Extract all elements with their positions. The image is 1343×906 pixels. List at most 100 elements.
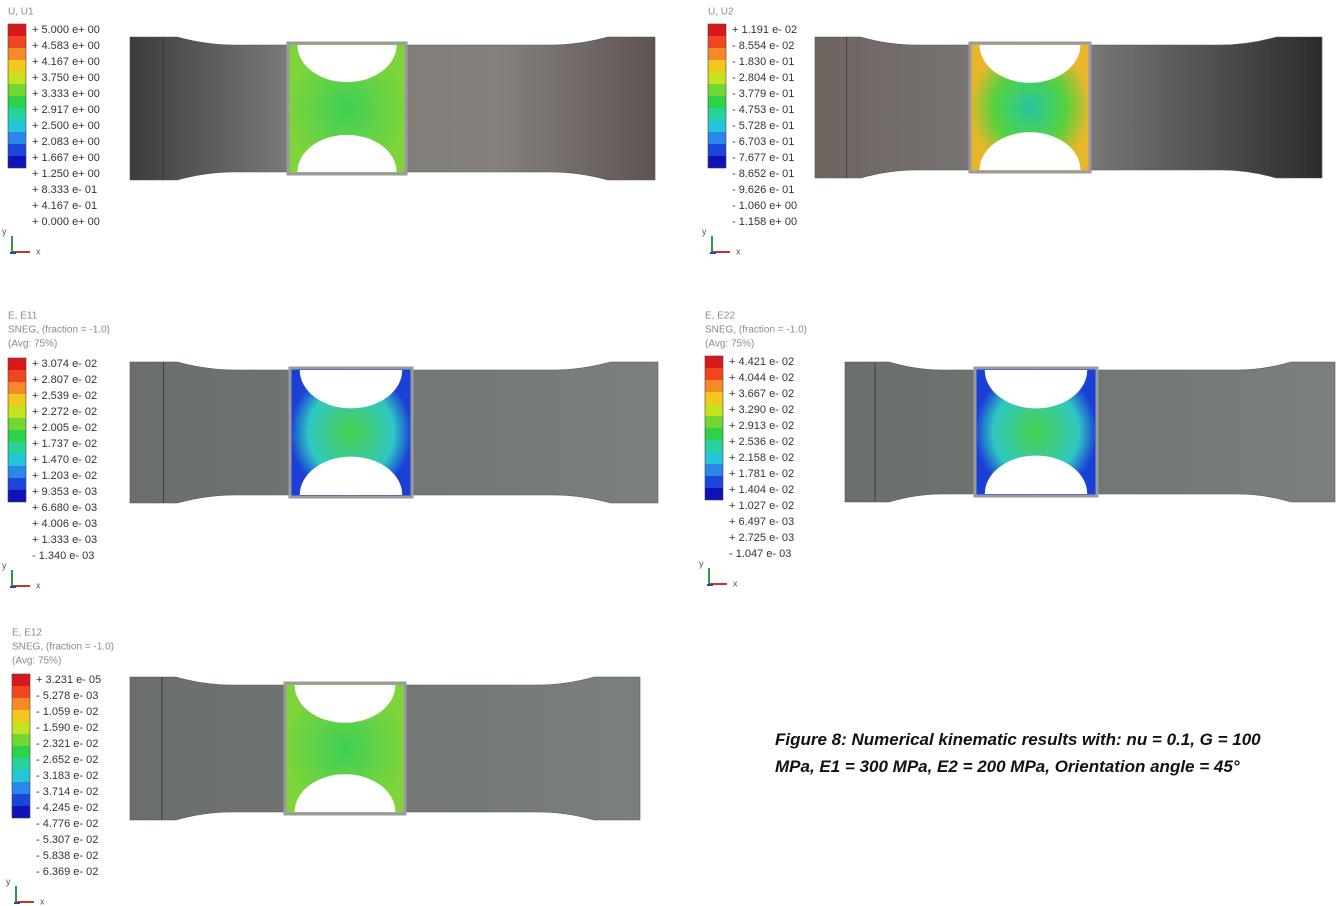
legend-label: + 3.290 e- 02: [729, 404, 794, 416]
legend-label: - 1.340 e- 03: [32, 550, 94, 562]
legend-label: + 6.497 e- 03: [729, 516, 794, 528]
legend-swatch: [12, 674, 30, 686]
legend-label: + 1.404 e- 02: [729, 484, 794, 496]
legend-swatch: [8, 60, 26, 72]
legend-label: - 3.714 e- 02: [36, 786, 98, 798]
legend-swatch: [705, 356, 723, 368]
legend-label: + 4.044 e- 02: [729, 372, 794, 384]
legend-swatch: [705, 380, 723, 392]
legend-swatch: [8, 120, 26, 132]
legend-swatch: [705, 392, 723, 404]
legend-label: + 3.750 e+ 00: [32, 72, 100, 84]
legend-swatch: [708, 48, 726, 60]
legend-label: + 1.250 e+ 00: [32, 168, 100, 180]
legend-label: - 2.652 e- 02: [36, 754, 98, 766]
legend-swatch: [708, 24, 726, 36]
legend-label: + 1.667 e+ 00: [32, 152, 100, 164]
legend-label: - 6.369 e- 02: [36, 866, 98, 878]
legend-label: + 2.500 e+ 00: [32, 120, 100, 132]
legend-frame: [11, 673, 31, 819]
panel-header: SNEG, (fraction = -1.0): [705, 325, 807, 336]
legend-label: + 4.167 e- 01: [32, 200, 97, 212]
legend-swatch: [8, 406, 26, 418]
legend-label: + 2.917 e+ 00: [32, 104, 100, 116]
axis-label: x: [40, 896, 45, 906]
hole: [299, 456, 403, 495]
legend-swatch: [8, 72, 26, 84]
legend-label: + 1.781 e- 02: [729, 468, 794, 480]
panel: E, E12 SNEG, (fraction = -1.0) (Avg: 75%) +…: [6, 628, 641, 906]
legend-swatch: [12, 734, 30, 746]
hole: [297, 134, 397, 172]
legend-label: - 4.753 e- 01: [732, 104, 794, 116]
legend-swatch: [12, 794, 30, 806]
legend-label: + 6.680 e- 03: [32, 502, 97, 514]
panel-header: U, U2: [708, 7, 734, 18]
legend-label: + 2.005 e- 02: [32, 422, 97, 434]
legend-label: - 7.677 e- 01: [732, 152, 794, 164]
panel-header: (Avg: 75%): [8, 339, 57, 350]
legend-swatch: [708, 96, 726, 108]
legend-swatch: [12, 686, 30, 698]
hole: [984, 370, 1088, 409]
hole: [979, 132, 1081, 170]
legend-swatch: [705, 452, 723, 464]
legend-label: - 5.728 e- 01: [732, 120, 794, 132]
legend-label: + 8.333 e- 01: [32, 184, 97, 196]
legend-swatch: [8, 96, 26, 108]
hole: [984, 455, 1088, 494]
legend-swatch: [705, 488, 723, 500]
legend-label: + 2.913 e- 02: [729, 420, 794, 432]
legend-swatch: [708, 120, 726, 132]
legend-swatch: [708, 60, 726, 72]
legend-swatch: [8, 394, 26, 406]
legend-label: - 2.804 e- 01: [732, 72, 794, 84]
legend-label: - 6.703 e- 01: [732, 136, 794, 148]
panel-header: (Avg: 75%): [12, 656, 61, 667]
legend-label: - 5.838 e- 02: [36, 850, 98, 862]
hole: [294, 774, 396, 812]
legend-swatch: [8, 108, 26, 120]
legend-swatch: [8, 358, 26, 370]
legend-label: - 9.626 e- 01: [732, 184, 794, 196]
legend-label: - 1.158 e+ 00: [732, 216, 797, 228]
panel-header: U, U1: [8, 7, 34, 18]
legend-swatch: [12, 698, 30, 710]
legend-swatch: [12, 758, 30, 770]
legend-swatch: [8, 370, 26, 382]
legend-swatch: [705, 476, 723, 488]
legend-label: - 2.321 e- 02: [36, 738, 98, 750]
legend-label: + 1.191 e- 02: [732, 24, 797, 36]
legend-frame: [7, 23, 27, 169]
legend-swatch: [8, 144, 26, 156]
legend-swatch: [8, 156, 26, 168]
legend-swatch: [708, 36, 726, 48]
legend-swatch: [708, 132, 726, 144]
legend-label: + 4.006 e- 03: [32, 518, 97, 530]
legend-label: + 1.333 e- 03: [32, 534, 97, 546]
legend-swatch: [708, 84, 726, 96]
legend-swatch: [8, 430, 26, 442]
legend-swatch: [705, 404, 723, 416]
legend-label: - 8.652 e- 01: [732, 168, 794, 180]
panel: E, E11 SNEG, (fraction = -1.0) (Avg: 75%) +…: [2, 311, 659, 590]
axis-label: y: [2, 226, 7, 236]
legend-swatch: [8, 418, 26, 430]
legend-swatch: [8, 442, 26, 454]
caption: Figure 8: Numerical kinematic results wi…: [775, 730, 1261, 776]
legend-label: + 3.231 e- 05: [36, 674, 101, 686]
legend-swatch: [708, 156, 726, 168]
legend-label: + 2.807 e- 02: [32, 374, 97, 386]
legend-label: + 2.158 e- 02: [729, 452, 794, 464]
legend-label: + 4.421 e- 02: [729, 356, 794, 368]
hole: [299, 370, 403, 409]
legend-swatch: [12, 710, 30, 722]
panel-header: E, E12: [12, 628, 42, 639]
hole: [297, 45, 397, 83]
legend-label: - 3.183 e- 02: [36, 770, 98, 782]
legend-swatch: [705, 464, 723, 476]
legend-label: - 4.776 e- 02: [36, 818, 98, 830]
legend-swatch: [705, 428, 723, 440]
